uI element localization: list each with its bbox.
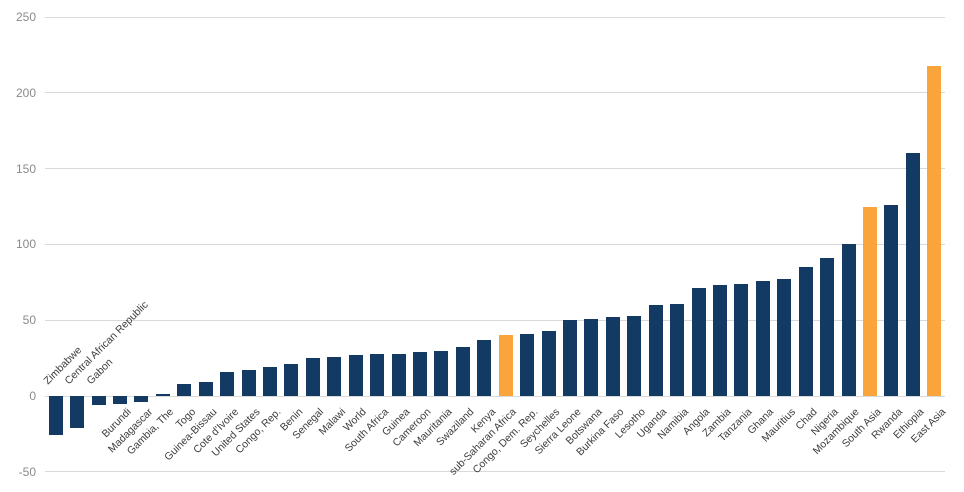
y-axis-tick-label: 100 (15, 237, 36, 252)
bar (327, 356, 342, 396)
y-axis-tick-label: 150 (15, 161, 36, 176)
bar (177, 383, 192, 396)
bar (713, 285, 727, 396)
bar (691, 288, 706, 396)
bar (498, 335, 513, 396)
bar (348, 355, 363, 396)
bar (477, 339, 492, 396)
bar (413, 352, 427, 396)
bar (391, 353, 406, 396)
bar (863, 206, 877, 396)
bar (370, 353, 385, 396)
bar (520, 333, 535, 396)
bar (198, 382, 213, 396)
bar (734, 283, 749, 396)
bar (305, 358, 320, 396)
gridline (45, 168, 945, 170)
bar (927, 65, 942, 396)
y-axis-tick-label: 50 (22, 313, 36, 328)
bar (841, 244, 856, 396)
bar (113, 396, 127, 404)
bar (777, 279, 792, 396)
bar (755, 280, 770, 396)
bar (263, 367, 277, 396)
bar (884, 204, 899, 396)
bar (70, 396, 85, 428)
gridline (45, 243, 945, 245)
bar (155, 394, 170, 396)
y-axis-tick-label: 0 (29, 389, 36, 403)
gridline (45, 319, 945, 321)
bar (134, 396, 149, 403)
bar (48, 396, 63, 436)
bar (584, 318, 599, 396)
bar (905, 153, 920, 396)
gridline (45, 395, 945, 397)
bar (434, 350, 449, 396)
gridline (45, 471, 945, 473)
bar (627, 315, 642, 396)
bar (648, 305, 663, 396)
bar (541, 330, 556, 396)
bar (91, 396, 106, 406)
bar (820, 258, 835, 396)
bar (670, 303, 685, 396)
bar (241, 370, 256, 396)
bar (798, 267, 813, 396)
y-axis-tick-label: -50 (18, 464, 36, 479)
bar (563, 320, 577, 396)
y-axis-tick-label: 200 (15, 85, 36, 100)
y-axis-tick-label: 250 (15, 10, 36, 24)
bar (455, 347, 470, 396)
bar (220, 371, 235, 396)
gridline (45, 16, 945, 18)
gridline (45, 92, 945, 94)
bar (284, 364, 299, 396)
bar (605, 317, 620, 396)
category-label: Central African Republic (62, 298, 151, 387)
